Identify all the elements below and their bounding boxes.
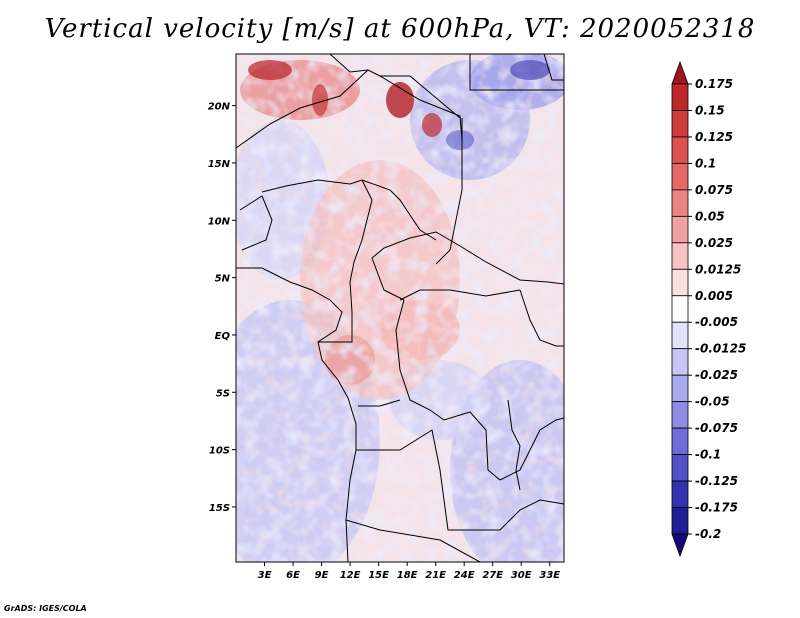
colorbar-swatch	[671, 163, 689, 191]
colorbar-label: -0.05	[695, 395, 730, 409]
colorbar-swatch	[671, 110, 689, 138]
lat-label: 20N	[208, 102, 231, 113]
lat-label: 10N	[208, 216, 231, 227]
colorbar-label: 0.0125	[695, 262, 741, 276]
colorbar-swatch	[671, 295, 689, 323]
lon-label: 9E	[315, 570, 329, 581]
colorbar-swatch	[671, 268, 689, 297]
colorbar-swatch	[671, 533, 689, 558]
lat-label: 5N	[215, 274, 231, 285]
colorbar-label: -0.005	[695, 315, 738, 329]
lat-label: EQ	[215, 331, 231, 342]
lon-label: 12E	[340, 570, 361, 581]
colorbar-swatch	[671, 215, 689, 244]
map-title: Vertical velocity [m/s] at 600hPa, VT: 2…	[44, 14, 756, 44]
colorbar: 0.175 0.15 0.125 0.1 0.075 0.05 0.025 0.0125 0.0…	[671, 60, 746, 558]
colorbar-swatch	[671, 321, 689, 350]
lon-label: 24E	[454, 570, 475, 581]
colorbar-label: 0.075	[695, 183, 733, 197]
velocity-field	[236, 54, 564, 562]
lon-label: 33E	[539, 570, 560, 581]
colorbar-swatch	[671, 507, 689, 535]
lon-label: 27E	[482, 570, 503, 581]
lat-label: 10S	[209, 446, 230, 457]
colorbar-swatch	[671, 401, 689, 429]
grads-credit: GrADS: IGES/COLA	[4, 604, 87, 613]
colorbar-label: -0.0125	[695, 342, 746, 356]
lon-label: 15E	[368, 570, 389, 581]
lon-label: 21E	[425, 570, 446, 581]
lat-label: 15S	[209, 503, 230, 514]
colorbar-label: -0.075	[695, 421, 738, 435]
colorbar-swatch	[671, 480, 689, 508]
colorbar-swatch	[671, 374, 689, 403]
colorbar-label: -0.2	[695, 527, 721, 541]
colorbar-label: -0.175	[695, 501, 738, 515]
colorbar-label: 0.1	[695, 156, 716, 170]
latitude-axis: 20N 15N 10N 5N EQ 5S 10S 15S	[208, 102, 236, 514]
colorbar-swatch	[671, 242, 689, 270]
lat-label: 5S	[216, 388, 230, 399]
longitude-axis: 3E 6E 9E 12E 15E 18E 21E 24E 27E 30E 33E	[258, 562, 560, 581]
lon-label: 3E	[258, 570, 272, 581]
colorbar-swatch	[671, 60, 689, 85]
colorbar-label: 0.025	[695, 236, 733, 250]
map-frame	[235, 53, 565, 563]
colorbar-swatch	[671, 454, 689, 482]
colorbar-label: 0.05	[695, 209, 725, 223]
colorbar-swatch	[671, 136, 689, 164]
colorbar-label: -0.125	[695, 474, 738, 488]
colorbar-label: 0.005	[695, 289, 733, 303]
colorbar-label: 0.175	[695, 77, 733, 91]
colorbar-label: -0.1	[695, 448, 721, 462]
colorbar-label: 0.125	[695, 130, 733, 144]
colorbar-swatch	[671, 348, 689, 376]
lon-label: 30E	[511, 570, 532, 581]
boundaries	[236, 54, 564, 562]
colorbar-swatch	[671, 83, 689, 111]
colorbar-swatch	[671, 427, 689, 455]
colorbar-label: 0.15	[695, 103, 725, 117]
colorbar-label: -0.025	[695, 368, 738, 382]
lon-label: 18E	[397, 570, 418, 581]
lon-label: 6E	[286, 570, 300, 581]
colorbar-swatch	[671, 189, 689, 217]
lat-label: 15N	[208, 159, 231, 170]
